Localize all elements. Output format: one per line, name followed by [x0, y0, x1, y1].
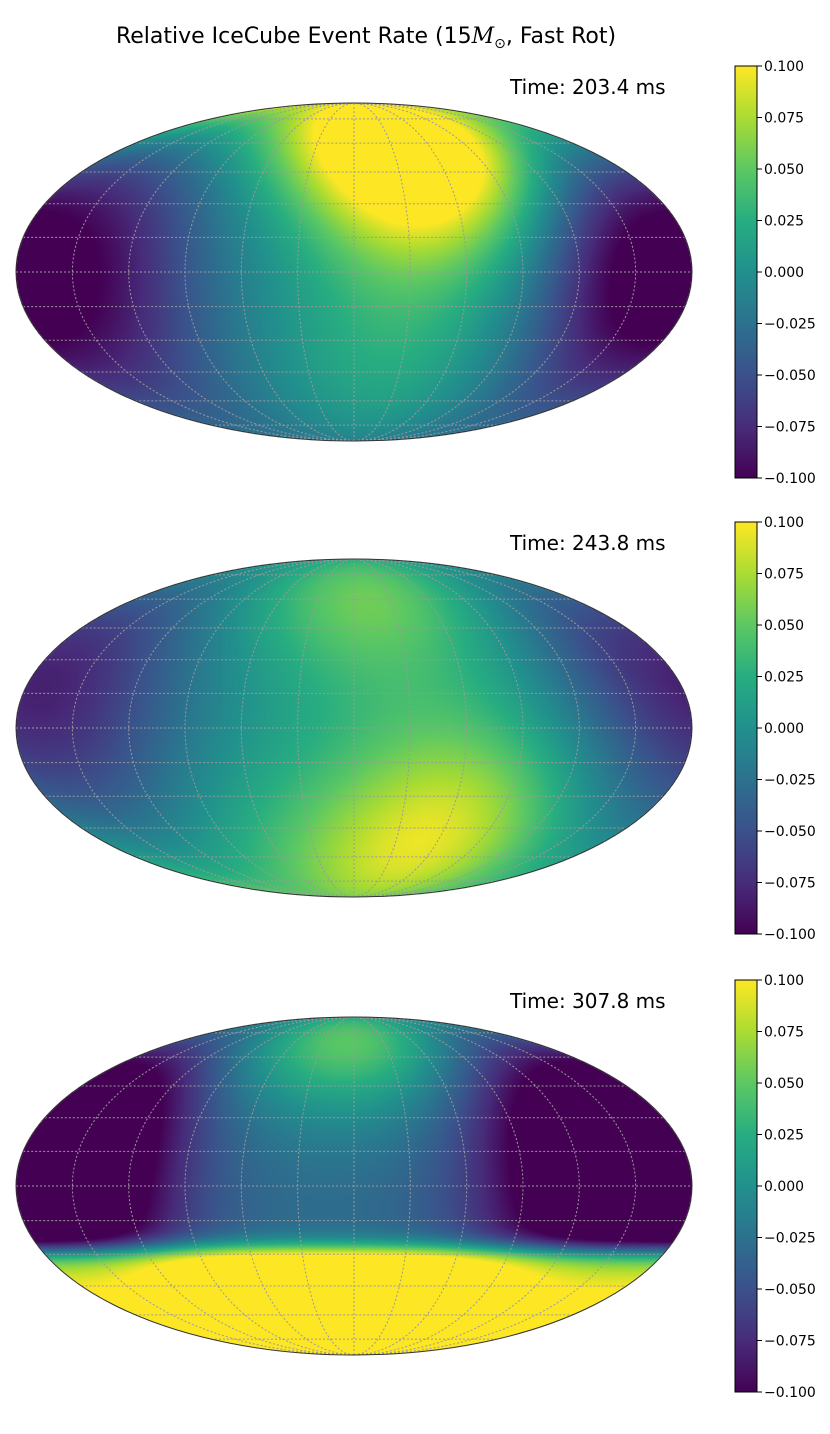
colorbar-tick-label: −0.075: [764, 876, 816, 892]
graticule: [16, 558, 692, 898]
colorbar-tick-label: −0.050: [764, 1282, 816, 1298]
meridian-line: [353, 102, 524, 442]
colorbar-gradient: [734, 979, 758, 1393]
map-outline: [15, 558, 693, 898]
time-label: Time: 203.4 ms: [509, 75, 666, 99]
meridian-line: [184, 1016, 355, 1356]
meridian-line: [297, 1016, 355, 1356]
map-panel-2: Time: 243.8 ms −0.100 −0.075 −0.050 −0.025 0.…: [15, 515, 816, 943]
colorbar-gradient: [734, 521, 758, 935]
colorbar-tick-label: −0.100: [764, 927, 816, 943]
meridian-line: [128, 1016, 355, 1356]
map-panel-3: Time: 307.8 ms −0.100 −0.075 −0.050 −0.025 0.…: [15, 973, 816, 1401]
meridian-line: [71, 558, 355, 898]
colorbar: −0.100 −0.075 −0.050 −0.025 0.000 0.025 0.050 0…: [734, 59, 816, 487]
meridian-line: [353, 558, 637, 898]
meridian-line: [240, 102, 355, 442]
meridian-line: [297, 102, 355, 442]
colorbar-tick-label: 0.025: [764, 1128, 804, 1144]
meridian-line: [297, 558, 355, 898]
meridian-line: [71, 102, 355, 442]
meridian-line: [353, 558, 524, 898]
meridian-line: [353, 102, 411, 442]
map-outline: [15, 1016, 693, 1356]
colorbar-tick-label: 0.050: [764, 1076, 804, 1092]
meridian-line: [353, 558, 580, 898]
meridian-line: [240, 1016, 355, 1356]
meridian-line: [71, 1016, 355, 1356]
meridian-line: [128, 102, 355, 442]
colorbar-tick-label: −0.075: [764, 420, 816, 436]
colorbar-tick-label: −0.100: [764, 1385, 816, 1401]
colorbar-tick-label: −0.075: [764, 1334, 816, 1350]
colorbar-tick-label: 0.025: [764, 214, 804, 230]
meridian-line: [353, 1016, 580, 1356]
colorbar-tick-label: 0.025: [764, 670, 804, 686]
meridian-line: [353, 1016, 411, 1356]
colorbar-tick-label: 0.075: [764, 567, 804, 583]
graticule: [16, 1016, 692, 1356]
meridian-line: [184, 558, 355, 898]
meridian-line: [128, 558, 355, 898]
colorbar-tick-label: −0.050: [764, 824, 816, 840]
colorbar-tick-label: 0.100: [764, 515, 804, 531]
colorbar-tick-label: 0.000: [764, 1179, 804, 1195]
colorbar-tick-label: −0.025: [764, 1231, 816, 1247]
map-outline: [15, 102, 693, 442]
meridian-line: [353, 1016, 468, 1356]
meridian-line: [353, 558, 468, 898]
colorbar-tick-label: 0.100: [764, 973, 804, 989]
figure-title: Relative IceCube Event Rate (15M⊙, Fast …: [116, 24, 616, 52]
colorbar-tick-label: −0.025: [764, 773, 816, 789]
meridian-line: [353, 102, 580, 442]
meridian-line: [184, 102, 355, 442]
map-panels: Time: 203.4 ms −0.100 −0.075 −0.050 −0.025 0.…: [15, 59, 816, 1401]
time-label: Time: 243.8 ms: [509, 531, 666, 555]
colorbar-gradient: [734, 65, 758, 479]
colorbar-tick-label: 0.050: [764, 162, 804, 178]
colorbar-tick-label: −0.100: [764, 471, 816, 487]
meridian-line: [240, 558, 355, 898]
graticule: [16, 102, 692, 442]
colorbar-tick-label: 0.075: [764, 111, 804, 127]
meridian-line: [353, 1016, 524, 1356]
meridian-line: [353, 558, 411, 898]
colorbar-tick-label: 0.000: [764, 265, 804, 281]
meridian-line: [353, 102, 468, 442]
meridian-line: [353, 1016, 637, 1356]
colorbar-tick-label: 0.000: [764, 721, 804, 737]
colorbar-tick-label: −0.025: [764, 317, 816, 333]
colorbar-tick-label: 0.075: [764, 1025, 804, 1041]
meridian-line: [353, 102, 637, 442]
colorbar: −0.100 −0.075 −0.050 −0.025 0.000 0.025 0.050 0…: [734, 973, 816, 1401]
colorbar-tick-label: −0.050: [764, 368, 816, 384]
map-panel-1: Time: 203.4 ms −0.100 −0.075 −0.050 −0.025 0.…: [15, 59, 816, 487]
colorbar-tick-label: 0.050: [764, 618, 804, 634]
time-label: Time: 307.8 ms: [509, 989, 666, 1013]
colorbar: −0.100 −0.075 −0.050 −0.025 0.000 0.025 0.050 0…: [734, 515, 816, 943]
colorbar-tick-label: 0.100: [764, 59, 804, 75]
